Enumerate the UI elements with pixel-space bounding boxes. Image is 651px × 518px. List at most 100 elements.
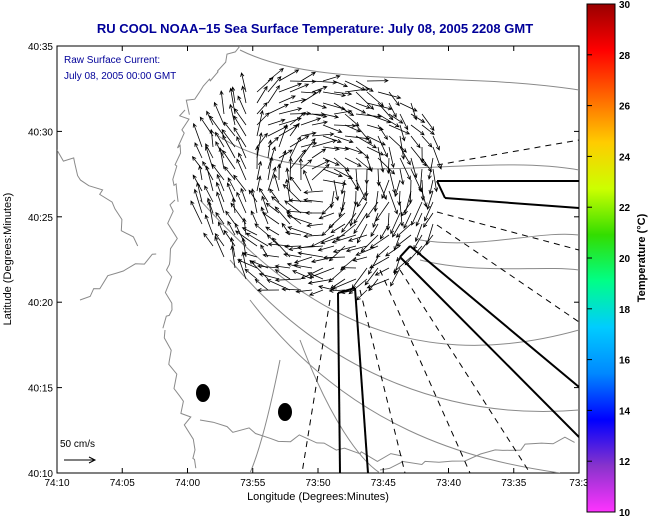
inland-river (57, 149, 139, 247)
y-axis: 40:10 40:15 40:20 40:25 40:30 40:35 (28, 42, 579, 480)
current-vector (256, 102, 268, 115)
current-vector (250, 210, 258, 225)
current-vector (278, 69, 300, 82)
y-tick-label: 40:25 (28, 213, 53, 224)
current-vector (289, 111, 307, 126)
current-vector (377, 124, 388, 141)
current-vector (333, 179, 340, 202)
current-vector (349, 201, 357, 227)
current-vector (395, 245, 412, 262)
current-vector (413, 234, 423, 250)
current-vector (198, 164, 203, 181)
current-vector (399, 135, 406, 160)
contour-line (249, 359, 281, 473)
current-vector (196, 181, 203, 203)
current-vector (364, 267, 379, 286)
plot-area: Raw Surface Current: July 08, 2005 00:00… (56, 45, 580, 474)
current-vector (432, 135, 440, 151)
contour-line (249, 299, 561, 473)
current-vector (215, 181, 225, 203)
current-vector (300, 117, 322, 126)
current-vector (353, 212, 368, 235)
current-vector (229, 87, 236, 115)
current-vector (289, 122, 300, 137)
x-tick-label: 74:05 (110, 478, 135, 489)
radar-beam-solid (399, 256, 579, 438)
colorbar: 10 12 14 16 18 20 22 24 26 28 30 Temperature (°C) (586, 0, 648, 518)
contour-line (209, 129, 579, 171)
current-vector (256, 132, 268, 148)
current-vector (399, 146, 411, 166)
current-vector (333, 80, 349, 88)
current-vector (203, 232, 214, 247)
current-vector (369, 256, 390, 269)
current-vector (317, 245, 335, 252)
current-vector (311, 163, 330, 181)
current-vector (256, 76, 274, 93)
current-vector (432, 146, 442, 170)
colorbar-tick-label: 28 (619, 51, 631, 62)
current-vector (400, 201, 412, 217)
radar-beam-solid (436, 180, 446, 199)
current-vector (235, 230, 258, 247)
current-vector (289, 176, 302, 192)
station-marker-1 (196, 384, 210, 402)
current-vector (333, 91, 353, 96)
inland-river (79, 253, 157, 301)
contour-line (239, 49, 579, 91)
shallow-contour (199, 419, 403, 462)
chart-title: RU COOL NOAA−15 Sea Surface Temperature:… (97, 21, 533, 36)
current-vector (285, 167, 291, 192)
coastline-segment (162, 199, 178, 329)
current-vector (296, 245, 324, 250)
current-vector (330, 223, 346, 234)
current-vector (300, 71, 316, 82)
current-vector (388, 102, 397, 118)
x-tick-label: 73:3 (569, 478, 589, 489)
current-vector (333, 135, 354, 144)
current-vector (292, 270, 313, 280)
current-vector (278, 95, 296, 104)
current-vector (344, 124, 362, 133)
y-tick-label: 40:35 (28, 42, 53, 53)
current-vector (360, 234, 379, 253)
current-vector (271, 196, 291, 214)
plot-frame (56, 45, 580, 474)
current-vector (217, 221, 225, 236)
current-vector (388, 91, 400, 107)
current-vector (328, 245, 346, 262)
coastline-segment (172, 109, 190, 202)
colorbar-tick-label: 26 (619, 102, 631, 113)
current-vector (396, 234, 412, 247)
current-vector (421, 124, 435, 135)
current-vector (390, 267, 401, 287)
current-vector (410, 135, 421, 149)
current-vector (333, 123, 357, 128)
current-vector (214, 232, 225, 247)
current-vector (306, 223, 324, 228)
current-vector (374, 267, 390, 276)
current-vector (321, 201, 335, 215)
current-vector (298, 157, 303, 181)
current-vector (332, 278, 357, 290)
current-vector (204, 214, 214, 236)
current-vector (225, 210, 236, 225)
current-vector (331, 234, 357, 244)
current-vector (318, 212, 335, 220)
current-vector (338, 201, 346, 218)
current-vector (333, 102, 355, 117)
current-vector (392, 223, 401, 238)
y-tick-label: 40:30 (28, 127, 53, 138)
x-tick-label: 74:10 (44, 478, 69, 489)
current-vector (355, 135, 377, 149)
current-vector (377, 91, 402, 100)
station-marker-2 (278, 403, 292, 421)
current-vector (262, 253, 280, 258)
current-vector (322, 255, 346, 260)
current-vector (227, 220, 236, 236)
current-vector (266, 279, 291, 291)
current-vector (421, 113, 435, 132)
current-vector (355, 80, 374, 92)
current-vector (256, 132, 263, 159)
